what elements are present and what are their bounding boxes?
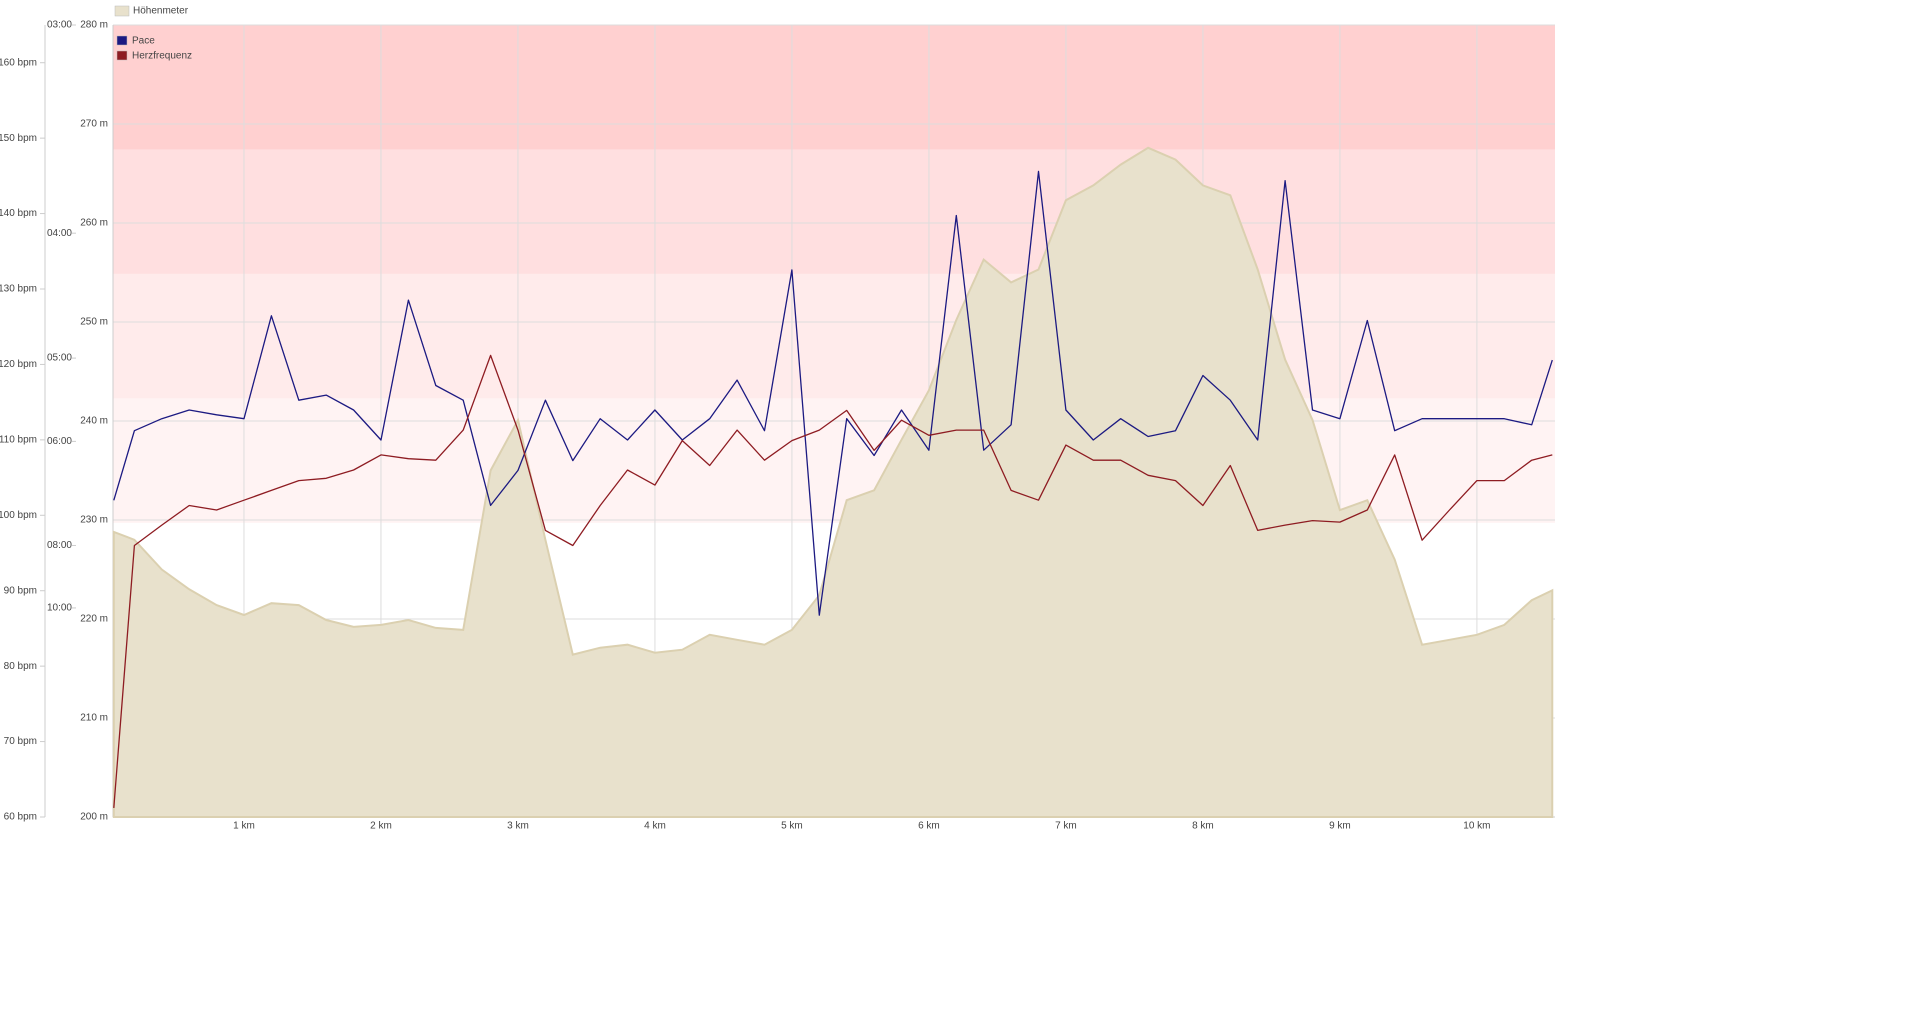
y3-tick-label: 03:00 [47, 20, 72, 31]
legend-swatch [114, 5, 130, 17]
y2-tick-label: 100 bpm [0, 510, 37, 521]
y3-tick-label: 08:00 [47, 540, 72, 551]
y2-tick-label: 160 bpm [0, 57, 37, 68]
y3-tick-label: 10:00 [47, 603, 72, 614]
series-line [113, 354, 1553, 808]
y2-tick-label: 80 bpm [4, 661, 37, 672]
y2-tick-label: 90 bpm [4, 585, 37, 596]
hr-zone [113, 25, 1555, 150]
legend-swatch [116, 35, 128, 46]
x-tick-label: 3 km [507, 821, 529, 832]
y2-tick-label: 60 bpm [4, 812, 37, 823]
y2-tick-label: 140 bpm [0, 208, 37, 219]
x-tick-label: 5 km [781, 821, 803, 832]
y-tick-label: 220 m [80, 614, 108, 625]
y3-tick-label: 06:00 [47, 436, 72, 447]
x-tick-label: 8 km [1192, 821, 1214, 832]
y-tick-label: 270 m [80, 119, 108, 130]
y-tick-label: 260 m [80, 218, 108, 229]
series-line [113, 170, 1553, 616]
legend-label: Pace [132, 36, 155, 47]
y3-tick-label: 05:00 [47, 353, 72, 364]
y-tick-label: 200 m [80, 812, 108, 823]
y2-tick-label: 130 bpm [0, 284, 37, 295]
y-tick-label: 240 m [80, 416, 108, 427]
y-tick-label: 250 m [80, 317, 108, 328]
y3-tick-label: 04:00 [47, 228, 72, 239]
elevation-area [112, 146, 1554, 818]
x-tick-label: 7 km [1055, 821, 1077, 832]
x-tick-label: 1 km [233, 821, 255, 832]
y2-tick-label: 120 bpm [0, 359, 37, 370]
y2-tick-label: 150 bpm [0, 133, 37, 144]
legend-label: Höhenmeter [133, 6, 189, 17]
y-tick-label: 230 m [80, 515, 108, 526]
y2-tick-label: 110 bpm [0, 434, 37, 445]
legend-label: Herzfrequenz [132, 51, 192, 62]
x-tick-label: 9 km [1329, 821, 1351, 832]
legend-swatch [116, 50, 128, 61]
x-tick-label: 4 km [644, 821, 666, 832]
hr-zone [113, 149, 1555, 274]
x-tick-label: 10 km [1463, 821, 1490, 832]
y-tick-label: 210 m [80, 713, 108, 724]
hr-zone [113, 273, 1555, 399]
y-tick-label: 280 m [80, 20, 108, 31]
x-tick-label: 6 km [918, 821, 940, 832]
x-tick-label: 2 km [370, 821, 392, 832]
y2-tick-label: 70 bpm [4, 736, 37, 747]
